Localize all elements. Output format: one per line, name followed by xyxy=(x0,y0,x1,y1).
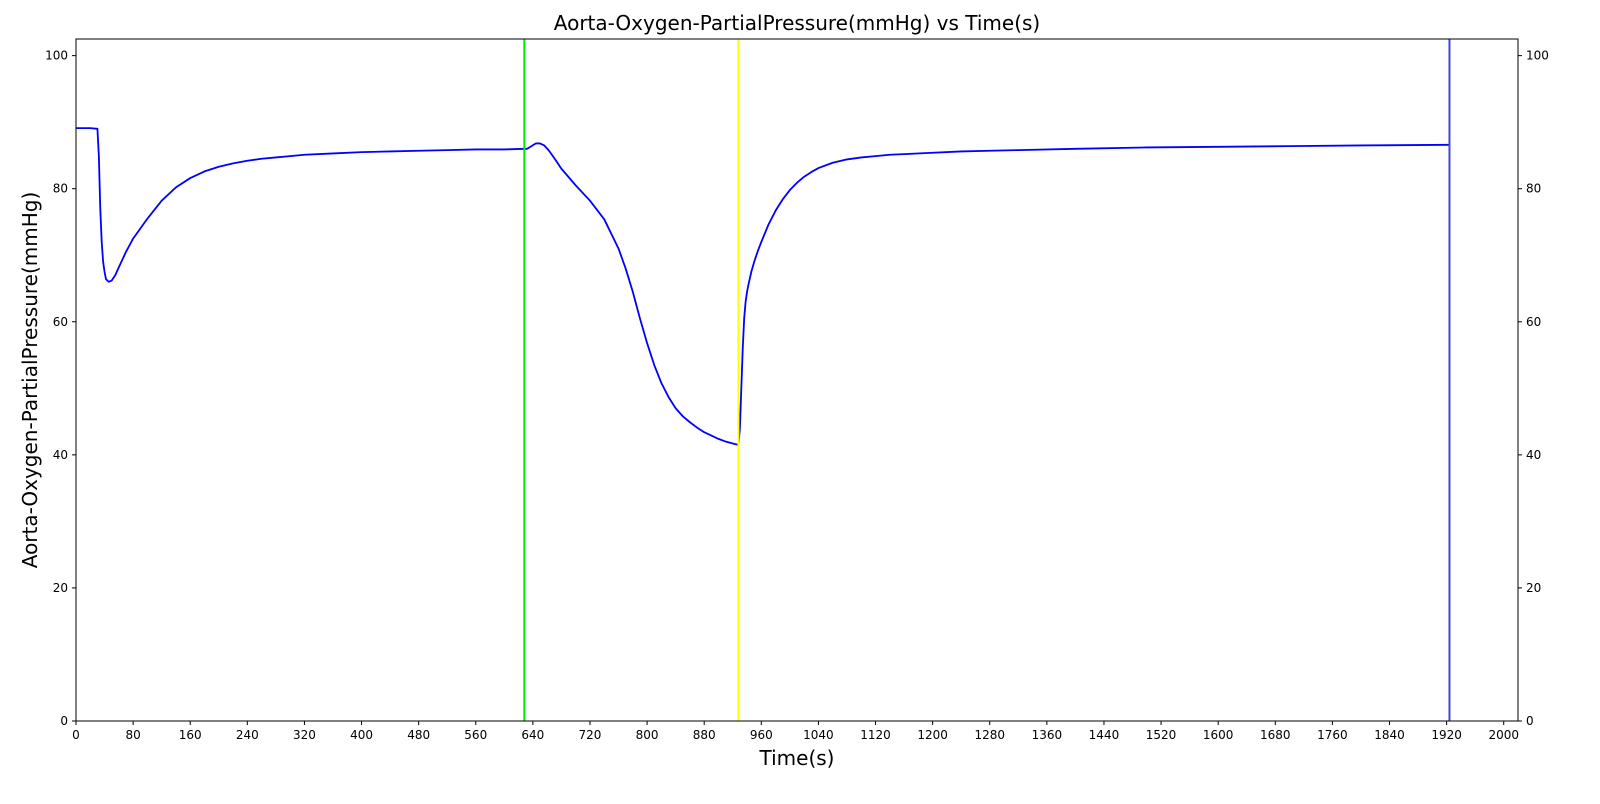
y-axis-left: 0 20 40 60 80 100 xyxy=(45,49,76,728)
x-tick-label: 240 xyxy=(236,728,259,742)
x-tick-label: 1840 xyxy=(1374,728,1405,742)
x-tick-label: 1760 xyxy=(1317,728,1348,742)
series-line-0 xyxy=(76,127,1450,446)
x-tick-label: 1520 xyxy=(1146,728,1177,742)
series-layer xyxy=(76,127,1450,446)
x-tick-label: 960 xyxy=(750,728,773,742)
x-tick-label: 1280 xyxy=(974,728,1005,742)
y-axis-right: 0 20 40 60 80 100 xyxy=(1518,49,1549,728)
y-right-tick-label: 80 xyxy=(1526,182,1541,196)
x-tick-label: 160 xyxy=(179,728,202,742)
x-tick-label: 1920 xyxy=(1431,728,1462,742)
y-tick-label: 60 xyxy=(53,315,68,329)
x-axis: 0 80 160 240 320 400 480 560 640 720 800 880 960 1040… xyxy=(72,721,1519,742)
y-tick-label: 20 xyxy=(53,581,68,595)
y-right-tick-label: 60 xyxy=(1526,315,1541,329)
chart-title: Aorta-Oxygen-PartialPressure(mmHg) vs Ti… xyxy=(554,11,1040,35)
y-tick-label: 0 xyxy=(60,714,68,728)
y-tick-label: 40 xyxy=(53,448,68,462)
x-tick-label: 0 xyxy=(72,728,80,742)
x-tick-label: 1680 xyxy=(1260,728,1291,742)
x-tick-label: 880 xyxy=(693,728,716,742)
x-tick-label: 2000 xyxy=(1488,728,1519,742)
x-tick-label: 1360 xyxy=(1032,728,1063,742)
y-right-tick-label: 0 xyxy=(1526,714,1534,728)
x-tick-label: 400 xyxy=(350,728,373,742)
x-tick-label: 800 xyxy=(636,728,659,742)
x-axis-label: Time(s) xyxy=(759,746,835,770)
x-tick-label: 1040 xyxy=(803,728,834,742)
x-tick-label: 1200 xyxy=(917,728,948,742)
y-tick-label: 80 xyxy=(53,182,68,196)
y-tick-label: 100 xyxy=(45,49,68,63)
x-tick-label: 480 xyxy=(407,728,430,742)
x-tick-label: 560 xyxy=(464,728,487,742)
event-markers xyxy=(523,39,1451,721)
y-right-tick-label: 20 xyxy=(1526,581,1541,595)
y-axis-label: Aorta-Oxygen-PartialPressure(mmHg) xyxy=(18,192,42,569)
x-tick-label: 1600 xyxy=(1203,728,1234,742)
x-tick-label: 720 xyxy=(579,728,602,742)
y-right-tick-label: 40 xyxy=(1526,448,1541,462)
x-tick-label: 80 xyxy=(125,728,140,742)
y-right-tick-label: 100 xyxy=(1526,49,1549,63)
plot-frame xyxy=(75,38,1519,722)
x-tick-label: 640 xyxy=(521,728,544,742)
x-tick-label: 1120 xyxy=(860,728,891,742)
x-tick-label: 320 xyxy=(293,728,316,742)
x-tick-label: 1440 xyxy=(1089,728,1120,742)
